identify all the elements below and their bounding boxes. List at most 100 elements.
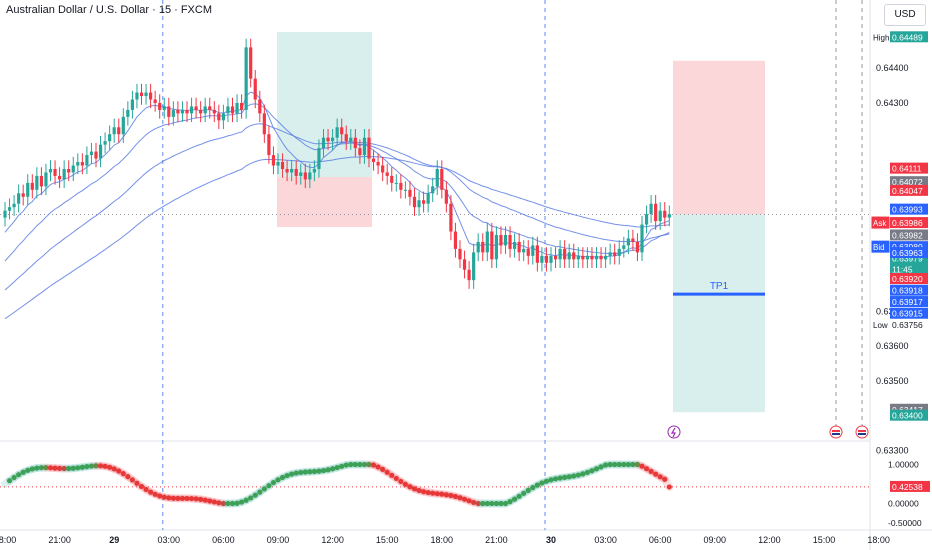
candle-body	[230, 106, 235, 114]
oscillator-point	[370, 462, 377, 468]
time-tick: 18:00	[431, 535, 454, 545]
price-label-text: 0.64111	[892, 164, 922, 174]
candle	[390, 167, 394, 192]
oscillator-point	[129, 477, 135, 483]
oscillator-point	[411, 486, 418, 492]
oscillator-point	[79, 464, 85, 470]
candle	[71, 156, 75, 182]
oscillator-point	[380, 466, 386, 473]
oscillator-point	[75, 465, 81, 471]
candle-body	[462, 259, 467, 270]
candle	[112, 118, 116, 143]
price-label-bg	[890, 203, 928, 215]
oscillator-point	[25, 467, 31, 473]
oscillator-point	[11, 474, 17, 481]
candle	[667, 205, 671, 227]
oscillator-point	[489, 500, 495, 507]
candle-body	[585, 255, 589, 260]
candle	[485, 222, 489, 262]
candle-body	[185, 109, 189, 114]
candle-body	[276, 162, 280, 166]
oscillator-point	[184, 495, 190, 502]
candle	[176, 101, 180, 123]
candle-body	[158, 102, 162, 110]
oscillator-point	[248, 495, 254, 501]
candle-body	[117, 127, 121, 135]
candle	[53, 160, 57, 185]
candle	[608, 243, 612, 265]
price-tag-bg	[871, 318, 890, 331]
candle-body	[235, 102, 239, 114]
candle-body	[103, 141, 107, 145]
candle-body	[221, 113, 225, 121]
candle-body	[280, 162, 285, 169]
candle-body	[180, 109, 185, 114]
oscillator-point	[270, 479, 277, 486]
price-label-text: 0.63918	[892, 286, 923, 296]
price-tick: 0.64400	[876, 63, 909, 73]
oscillator-point	[616, 461, 622, 468]
oscillator-point	[157, 493, 163, 499]
candle	[303, 163, 307, 189]
candle-body	[513, 241, 517, 249]
candle	[17, 184, 21, 213]
candle	[581, 247, 585, 269]
candle-body	[544, 255, 549, 263]
time-tick: 12:00	[758, 535, 781, 545]
candle-body	[494, 235, 498, 260]
candle	[85, 146, 89, 175]
oscillator-point	[325, 467, 331, 473]
price-tick: 0.64300	[876, 98, 909, 108]
candle-body	[522, 248, 526, 253]
oscillator-point	[252, 492, 258, 498]
candle	[531, 236, 535, 265]
oscillator-point	[47, 465, 54, 471]
price-tick: 0.63300	[876, 445, 909, 455]
oscillator-point	[434, 491, 440, 497]
candle-body	[617, 248, 621, 256]
candle	[48, 160, 53, 182]
oscillator-point	[480, 500, 486, 507]
candle	[167, 97, 171, 126]
candle-body	[312, 168, 316, 173]
oscillator-point	[316, 468, 322, 474]
oscillator-tick: 1.00000	[888, 460, 919, 470]
candle-body	[130, 99, 134, 110]
candle-body	[171, 109, 175, 117]
currency-button[interactable]: USD	[884, 4, 926, 26]
candle-body	[126, 109, 130, 117]
candle	[440, 160, 444, 199]
candle	[221, 104, 225, 130]
candle	[317, 139, 321, 178]
candle-body	[590, 255, 594, 260]
price-label-bg	[890, 217, 928, 229]
candle	[290, 160, 294, 182]
candle-body	[476, 241, 480, 253]
oscillator-point	[457, 495, 463, 501]
oscillator-point	[425, 489, 431, 496]
candle	[30, 174, 34, 199]
time-tick: 15:00	[376, 535, 399, 545]
candle	[481, 233, 485, 262]
candle-body	[644, 214, 649, 225]
oscillator-point	[530, 485, 536, 491]
candle-body	[503, 235, 508, 246]
candle-body	[422, 200, 426, 204]
candle-body	[353, 137, 357, 149]
candle	[226, 97, 230, 123]
candle	[417, 191, 421, 216]
oscillator-point	[70, 465, 76, 471]
candle-body	[440, 168, 444, 190]
candle-body	[658, 210, 662, 222]
candle-body	[426, 193, 430, 204]
candle	[476, 233, 480, 262]
candle	[490, 222, 494, 269]
candle-body	[89, 151, 94, 156]
oscillator-point	[603, 462, 609, 468]
oscillator-point	[461, 496, 468, 502]
price-label-text: 0.63982	[892, 230, 923, 240]
candle-body	[490, 231, 494, 260]
oscillator-point	[275, 477, 281, 483]
oscillator-point	[562, 474, 568, 480]
